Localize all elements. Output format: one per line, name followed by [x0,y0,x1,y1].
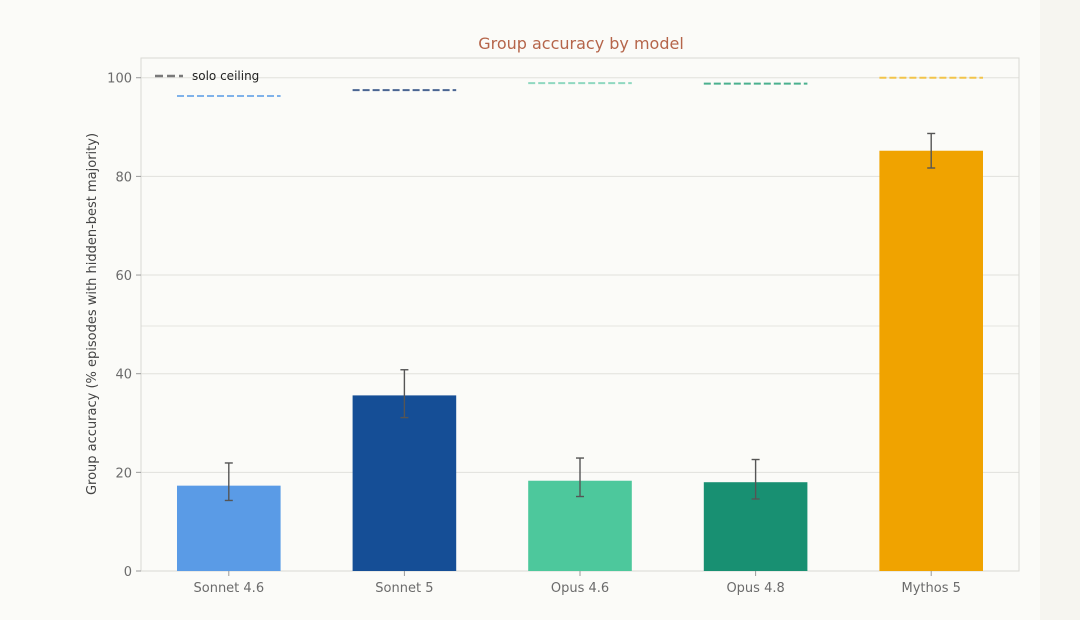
y-tick-label-80: 80 [115,170,132,185]
error-bars [224,132,936,502]
x-tick-label-mythos-5: Mythos 5 [902,581,961,596]
x-tick-label-opus-4-8: Opus 4.8 [726,581,784,596]
bars [176,150,984,571]
legend: solo ceiling [155,69,259,83]
figure-background [0,0,1040,620]
y-tick-label-0: 0 [124,565,132,580]
y-tick-label-60: 60 [115,269,132,284]
x-tick-label-sonnet-4-6: Sonnet 4.6 [194,581,265,596]
legend-label-solo-ceiling: solo ceiling [192,69,259,83]
chart-title: Group accuracy by model [478,34,684,53]
solo-ceiling-lines [176,76,984,97]
bar-mythos-5 [879,150,984,571]
x-tick-labels: Sonnet 4.6 Sonnet 5 Opus 4.6 Opus 4.8 Mythos… [194,571,961,596]
y-tick-label-100: 100 [107,72,132,87]
x-tick-label-opus-4-6: Opus 4.6 [551,581,609,596]
y-tick-label-40: 40 [115,368,132,383]
x-tick-label-sonnet-5: Sonnet 5 [375,581,433,596]
y-tick-label-20: 20 [115,466,132,481]
y-axis-label: Group accuracy (% episodes with hidden-b… [85,133,100,495]
y-tick-labels: 0 20 40 60 80 100 [107,72,141,580]
bar-sonnet-5 [352,395,457,571]
